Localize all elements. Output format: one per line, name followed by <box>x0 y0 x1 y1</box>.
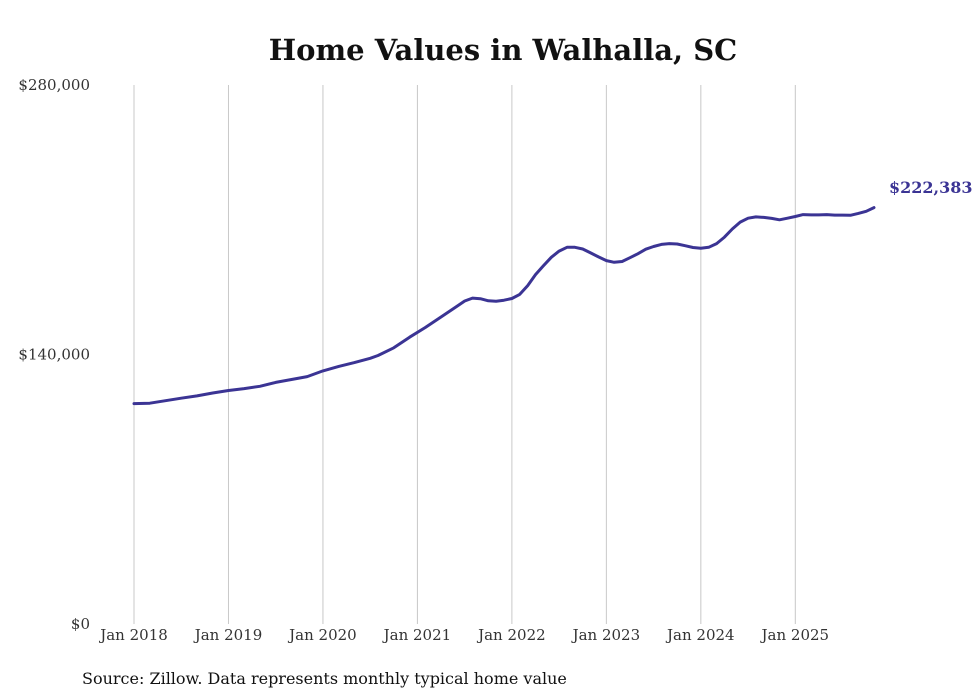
x-tick-label-3: Jan 2021 <box>382 626 452 644</box>
x-tick-label-5: Jan 2023 <box>571 626 641 644</box>
end-value-label: $222,383 <box>889 178 973 197</box>
x-tick-label-7: Jan 2025 <box>760 626 830 644</box>
x-tick-label-2: Jan 2020 <box>287 626 357 644</box>
x-tick-label-1: Jan 2019 <box>193 626 263 644</box>
y-axis-tick-labels: $0 $140,000 $280,000 <box>18 76 90 633</box>
y-tick-label-2: $280,000 <box>18 76 90 94</box>
gridlines <box>133 85 796 624</box>
source-note: Source: Zillow. Data represents monthly … <box>82 669 567 688</box>
x-axis-tick-labels: Jan 2018 Jan 2019 Jan 2020 Jan 2021 Jan 2022… <box>98 626 829 644</box>
chart-title: Home Values in Walhalla, SC <box>269 33 738 67</box>
series-line-home-value <box>132 206 876 406</box>
x-tick-label-0: Jan 2018 <box>98 626 168 644</box>
x-tick-label-4: Jan 2022 <box>476 626 546 644</box>
y-tick-label-1: $140,000 <box>18 346 90 364</box>
y-tick-label-0: $0 <box>71 615 90 633</box>
x-tick-label-6: Jan 2024 <box>665 626 735 644</box>
